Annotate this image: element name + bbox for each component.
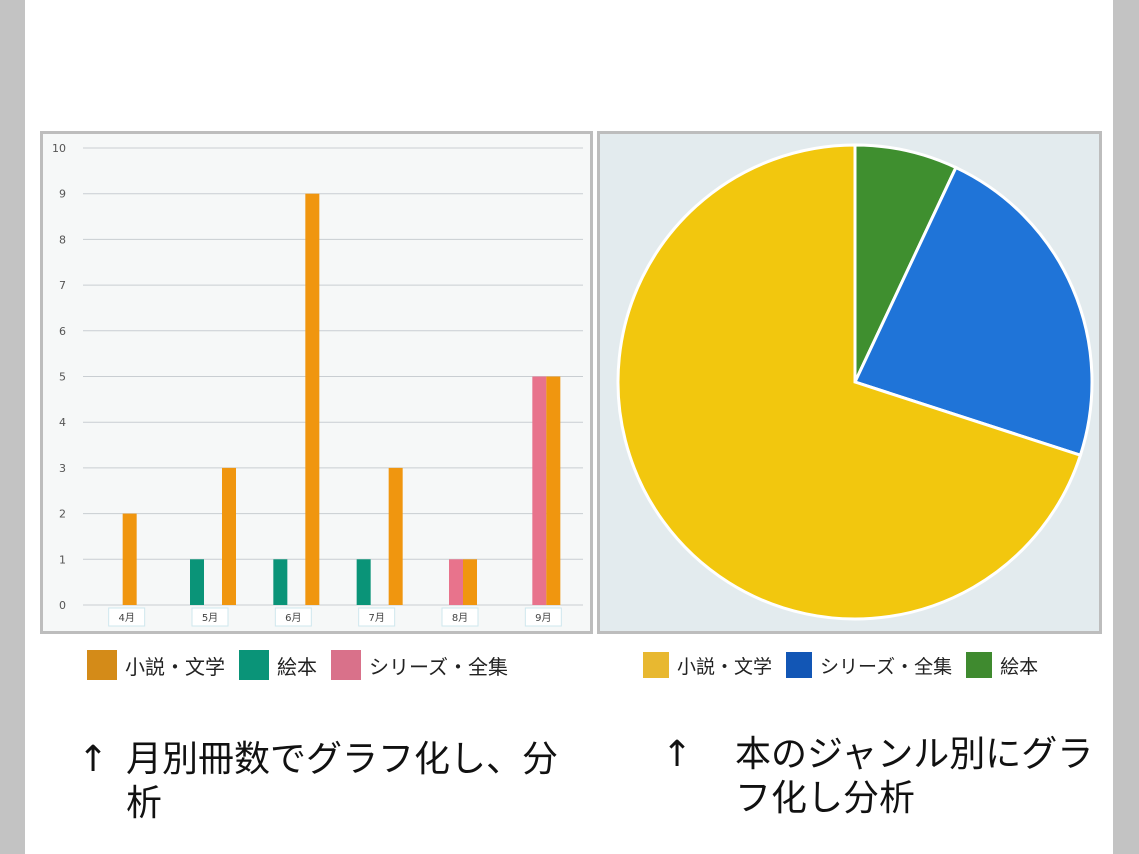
legend-swatch xyxy=(331,650,361,680)
legend-swatch xyxy=(87,650,117,680)
y-tick-label: 5 xyxy=(59,371,66,384)
x-tick-label: 7月 xyxy=(368,612,384,624)
x-tick-label-box xyxy=(524,607,562,627)
pie-chart-legend: 小説・文学 シリーズ・全集 絵本 xyxy=(643,650,1052,680)
legend-swatch xyxy=(643,652,669,678)
legend-item-novel: 小説・文学 xyxy=(87,650,225,680)
bar-chart: 0 1 2 3 4 5 6 7 8 9 10 4月 5月 6月 7月 8月 9月 xyxy=(52,142,583,627)
y-tick-label: 6 xyxy=(59,325,66,338)
bar-series xyxy=(449,559,463,605)
x-tick-label: 5月 xyxy=(202,612,218,624)
caption-arrow-right: ↑ xyxy=(662,734,693,775)
legend-item-novel: 小説・文学 xyxy=(643,652,772,679)
pie-slice-novel xyxy=(616,143,1083,621)
pie-chart-panel xyxy=(597,131,1102,634)
legend-item-picture-book: 絵本 xyxy=(239,650,317,680)
bar-picture-book xyxy=(273,559,288,605)
legend-item-picture-book: 絵本 xyxy=(966,652,1038,679)
x-tick-label: 8月 xyxy=(452,612,468,624)
y-tick-label: 1 xyxy=(59,553,66,566)
y-tick-label: 8 xyxy=(59,233,66,246)
x-tick-label-box xyxy=(358,607,396,627)
bar-novel xyxy=(388,467,403,605)
x-tick-label-box xyxy=(108,607,146,627)
caption-left: 月別冊数でグラフ化し、分析 xyxy=(126,739,559,824)
legend-swatch xyxy=(786,652,813,678)
x-tick-label: 9月 xyxy=(535,612,551,624)
bar-series xyxy=(532,376,547,605)
bar-novel xyxy=(305,193,320,605)
bar-picture-book xyxy=(356,559,371,605)
x-tick-label-box xyxy=(191,607,229,627)
y-tick-label: 2 xyxy=(59,508,66,521)
x-tick-label-box xyxy=(441,607,479,627)
legend-swatch xyxy=(966,652,993,678)
legend-label: 小説・文学 xyxy=(677,655,773,678)
y-tick-label: 4 xyxy=(59,416,66,429)
legend-label: 絵本 xyxy=(1000,655,1039,678)
y-tick-label: 0 xyxy=(59,599,66,612)
legend-swatch xyxy=(239,650,269,680)
x-tick-label-box xyxy=(274,607,312,627)
bar-chart-panel: 0 1 2 3 4 5 6 7 8 9 10 4月 5月 6月 7月 8月 9月 xyxy=(40,131,593,634)
y-tick-label: 3 xyxy=(59,462,66,475)
pie-slice-series xyxy=(852,165,1094,458)
pie-chart xyxy=(616,143,1094,621)
bar-novel xyxy=(222,467,236,605)
caption-right: 本のジャンル別にグラフ化し分析 xyxy=(735,734,1094,819)
bar-novel xyxy=(122,513,137,605)
bar-chart-legend: 小説・文学 絵本 シリーズ・全集 xyxy=(87,650,522,680)
x-tick-label: 4月 xyxy=(118,612,134,624)
legend-label: シリーズ・全集 xyxy=(369,654,508,679)
caption-arrow-left: ↑ xyxy=(78,739,109,780)
y-tick-label: 7 xyxy=(59,279,66,292)
y-tick-label: 10 xyxy=(52,142,66,155)
legend-label: 絵本 xyxy=(277,654,317,679)
legend-item-series: シリーズ・全集 xyxy=(786,652,952,679)
bar-novel xyxy=(463,559,477,605)
x-tick-label: 6月 xyxy=(285,612,301,624)
bar-novel xyxy=(546,376,561,605)
legend-item-series: シリーズ・全集 xyxy=(331,650,508,680)
legend-label: シリーズ・全集 xyxy=(820,655,953,678)
y-tick-label: 9 xyxy=(59,188,66,201)
pie-slice-picture-book xyxy=(853,143,958,383)
bar-picture-book xyxy=(190,559,204,605)
legend-label: 小説・文学 xyxy=(125,654,225,679)
